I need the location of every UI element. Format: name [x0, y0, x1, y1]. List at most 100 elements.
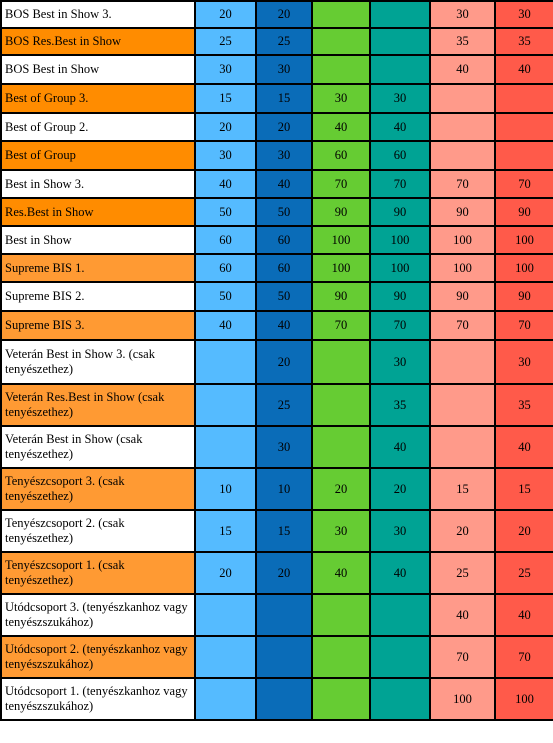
points-cell-col5: 100 — [429, 253, 496, 283]
row-label: Best of Group 2. — [0, 112, 196, 142]
points-cell-col4 — [369, 677, 431, 721]
points-cell-col5: 40 — [429, 593, 496, 637]
points-cell-col1: 20 — [194, 0, 257, 29]
table-row: Utódcsoport 2. (tenyészkanhoz vagy tenyé… — [0, 635, 553, 679]
table-row: Res.Best in Show 50 50 90 90 90 90 — [0, 197, 553, 227]
points-cell-col4 — [369, 0, 431, 29]
row-label: Utódcsoport 1. (tenyészkanhoz vagy tenyé… — [0, 677, 196, 721]
points-cell-col2 — [255, 593, 313, 637]
points-cell-col4: 20 — [369, 467, 431, 511]
points-cell-col2: 40 — [255, 169, 313, 199]
points-cell-col4 — [369, 593, 431, 637]
points-cell-col2: 60 — [255, 225, 313, 255]
row-label: BOS Best in Show 3. — [0, 0, 196, 29]
points-cell-col5 — [429, 383, 496, 427]
points-cell-col4 — [369, 54, 431, 85]
row-label: Best of Group — [0, 140, 196, 171]
points-cell-col1: 20 — [194, 112, 257, 142]
points-cell-col6: 100 — [494, 225, 553, 255]
points-cell-col2: 20 — [255, 112, 313, 142]
row-label: Supreme BIS 1. — [0, 253, 196, 283]
table-row: Best in Show 60 60 100 100 100 100 — [0, 225, 553, 255]
points-cell-col4: 90 — [369, 281, 431, 312]
points-cell-col4: 90 — [369, 197, 431, 227]
points-cell-col6: 70 — [494, 635, 553, 679]
table-row: Utódcsoport 1. (tenyészkanhoz vagy tenyé… — [0, 677, 553, 721]
points-cell-col2 — [255, 635, 313, 679]
points-cell-col3 — [311, 635, 371, 679]
points-cell-col1: 20 — [194, 551, 257, 595]
points-cell-col3 — [311, 677, 371, 721]
row-label: BOS Res.Best in Show — [0, 27, 196, 56]
points-cell-col4: 40 — [369, 551, 431, 595]
points-cell-col1 — [194, 677, 257, 721]
points-cell-col2: 10 — [255, 467, 313, 511]
row-label: Best in Show 3. — [0, 169, 196, 199]
points-cell-col5 — [429, 140, 496, 171]
points-cell-col6: 15 — [494, 467, 553, 511]
points-cell-col5: 90 — [429, 197, 496, 227]
table-row: BOS Best in Show 3. 20 20 30 30 — [0, 0, 553, 29]
points-cell-col1: 40 — [194, 169, 257, 199]
points-cell-col1 — [194, 635, 257, 679]
points-cell-col2: 40 — [255, 310, 313, 341]
table-row: Best in Show 3. 40 40 70 70 70 70 — [0, 169, 553, 199]
points-cell-col2 — [255, 677, 313, 721]
points-cell-col3: 40 — [311, 112, 371, 142]
points-cell-col3: 30 — [311, 509, 371, 553]
points-cell-col4 — [369, 27, 431, 56]
points-cell-col4: 70 — [369, 310, 431, 341]
points-cell-col6: 100 — [494, 253, 553, 283]
points-cell-col2: 15 — [255, 509, 313, 553]
points-cell-col4: 35 — [369, 383, 431, 427]
points-cell-col4: 30 — [369, 83, 431, 114]
row-label: Veterán Res.Best in Show (csak tenyészet… — [0, 383, 196, 427]
points-cell-col6: 40 — [494, 593, 553, 637]
row-label: BOS Best in Show — [0, 54, 196, 85]
points-cell-col5: 70 — [429, 169, 496, 199]
table-row: Supreme BIS 1. 60 60 100 100 100 100 — [0, 253, 553, 283]
row-label: Best in Show — [0, 225, 196, 255]
points-cell-col6 — [494, 140, 553, 171]
row-label: Best of Group 3. — [0, 83, 196, 114]
points-cell-col1 — [194, 339, 257, 385]
points-cell-col5 — [429, 83, 496, 114]
points-cell-col6: 70 — [494, 169, 553, 199]
points-cell-col4: 70 — [369, 169, 431, 199]
points-cell-col1 — [194, 425, 257, 469]
points-cell-col5: 40 — [429, 54, 496, 85]
points-cell-col6: 40 — [494, 54, 553, 85]
points-cell-col6: 35 — [494, 383, 553, 427]
points-cell-col6 — [494, 112, 553, 142]
table-row: Veterán Best in Show (csak tenyészethez)… — [0, 425, 553, 469]
points-cell-col3: 70 — [311, 310, 371, 341]
points-cell-col6: 30 — [494, 0, 553, 29]
points-cell-col2: 20 — [255, 339, 313, 385]
points-cell-col3: 30 — [311, 83, 371, 114]
row-label: Supreme BIS 2. — [0, 281, 196, 312]
table-row: BOS Best in Show 30 30 40 40 — [0, 54, 553, 85]
table-row: Veterán Best in Show 3. (csak tenyészeth… — [0, 339, 553, 385]
table-row: Supreme BIS 3. 40 40 70 70 70 70 — [0, 310, 553, 341]
points-cell-col1: 50 — [194, 281, 257, 312]
table-row: Utódcsoport 3. (tenyészkanhoz vagy tenyé… — [0, 593, 553, 637]
points-cell-col3 — [311, 425, 371, 469]
points-cell-col5: 15 — [429, 467, 496, 511]
points-cell-col3 — [311, 0, 371, 29]
points-cell-col3 — [311, 339, 371, 385]
table-row: Best of Group 2. 20 20 40 40 — [0, 112, 553, 142]
points-cell-col4: 30 — [369, 339, 431, 385]
row-label: Veterán Best in Show 3. (csak tenyészeth… — [0, 339, 196, 385]
row-label: Tenyészcsoport 2. (csak tenyészethez) — [0, 509, 196, 553]
points-cell-col6: 90 — [494, 281, 553, 312]
points-cell-col1: 50 — [194, 197, 257, 227]
points-cell-col2: 50 — [255, 197, 313, 227]
points-cell-col1: 40 — [194, 310, 257, 341]
table-row: Best of Group 3. 15 15 30 30 — [0, 83, 553, 114]
points-cell-col2: 50 — [255, 281, 313, 312]
points-cell-col4: 40 — [369, 425, 431, 469]
points-cell-col3: 100 — [311, 225, 371, 255]
row-label: Veterán Best in Show (csak tenyészethez) — [0, 425, 196, 469]
points-cell-col4 — [369, 635, 431, 679]
points-cell-col3: 60 — [311, 140, 371, 171]
